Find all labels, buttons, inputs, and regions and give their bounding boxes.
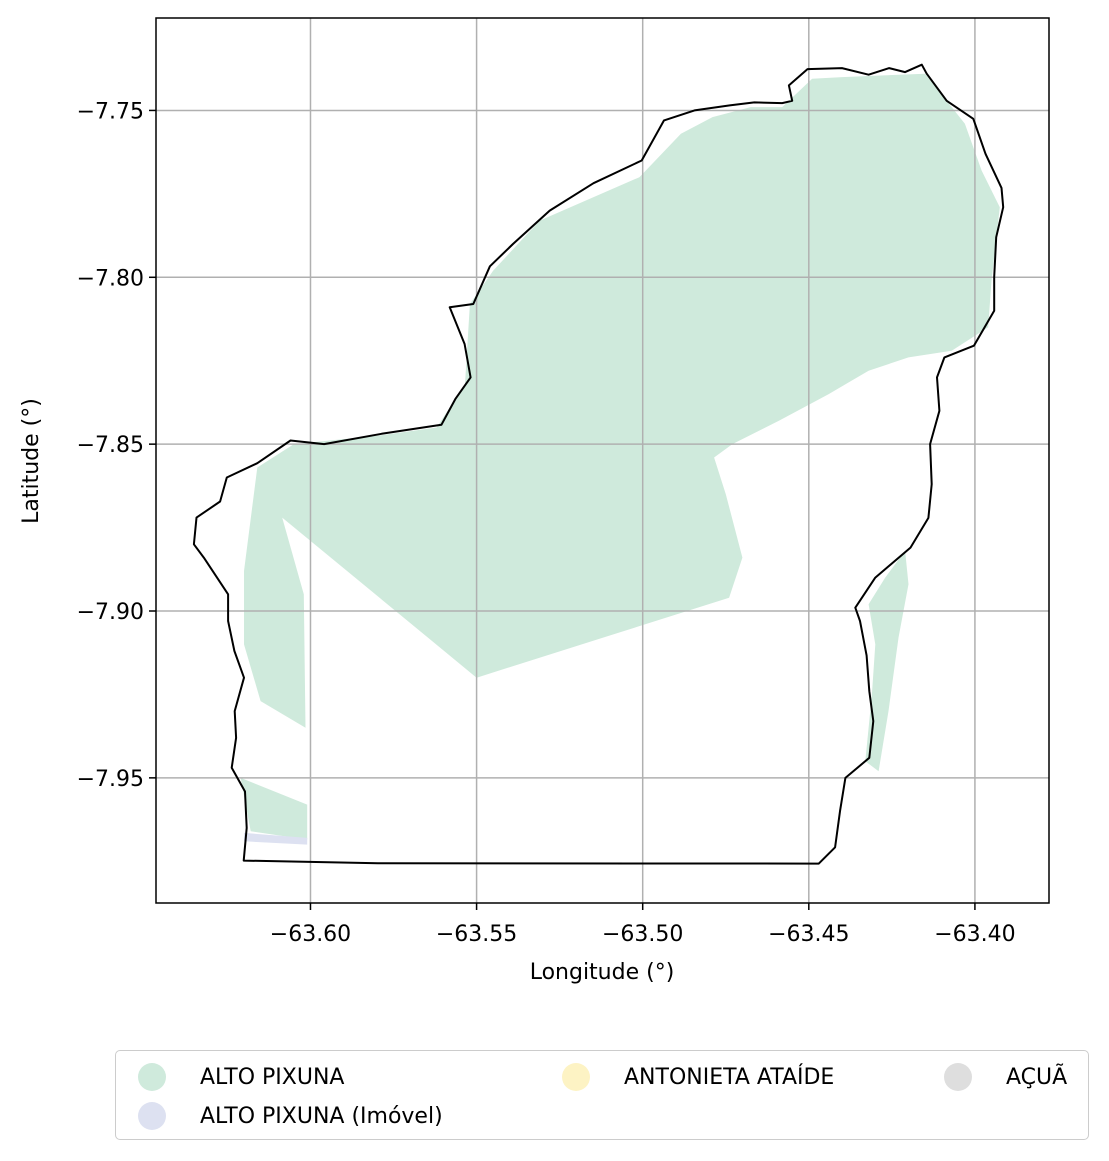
x-tick-label: −63.40 bbox=[934, 922, 1015, 947]
y-axis-ticks: −7.75 −7.80 −7.85 −7.90 −7.95 bbox=[77, 99, 156, 792]
y-tick-label: −7.80 bbox=[77, 266, 144, 291]
y-axis-label: Latitude (°) bbox=[19, 398, 44, 524]
legend-entry-acua: AÇUÃ bbox=[944, 1059, 1067, 1095]
municipality-boundary bbox=[192, 63, 1005, 865]
plot-frame bbox=[155, 17, 1050, 904]
legend-entry-alto-pixuna: ALTO PIXUNA bbox=[138, 1059, 344, 1095]
legend-marker-circle bbox=[562, 1063, 590, 1091]
alto-pixuna-east-strip bbox=[865, 550, 909, 772]
alto-pixuna-imovel-polygons bbox=[244, 832, 308, 845]
alto-pixuna-area bbox=[244, 73, 1000, 728]
y-tick-label: −7.90 bbox=[77, 600, 144, 625]
legend-label: AÇUÃ bbox=[1006, 1064, 1068, 1090]
legend-label: ANTONIETA ATAÍDE bbox=[624, 1064, 835, 1090]
legend-marker-circle bbox=[138, 1063, 166, 1091]
alto-pixuna-imovel-area bbox=[244, 832, 308, 845]
x-axis-ticks: −63.60 −63.55 −63.50 −63.45 −63.40 bbox=[270, 903, 1016, 947]
x-axis-label: Longitude (°) bbox=[530, 960, 675, 985]
map-figure: −63.60 −63.55 −63.50 −63.45 −63.40 −7.75 −7.8… bbox=[19, 17, 1050, 985]
legend-marker-circle bbox=[944, 1063, 972, 1091]
x-tick-label: −63.50 bbox=[602, 922, 683, 947]
legend-marker-circle bbox=[138, 1102, 166, 1130]
legend-entry-antonieta-ataide: ANTONIETA ATAÍDE bbox=[562, 1059, 834, 1095]
legend-entry-alto-pixuna-imovel: ALTO PIXUNA (Imóvel) bbox=[138, 1098, 443, 1134]
grid bbox=[156, 18, 1049, 903]
alto-pixuna-polygons bbox=[240, 73, 1000, 840]
y-tick-label: −7.95 bbox=[77, 767, 144, 792]
y-tick-label: −7.85 bbox=[77, 433, 144, 458]
legend: ALTO PIXUNA ALTO PIXUNA (Imóvel) ANTONIE… bbox=[115, 1050, 1089, 1140]
legend-label: ALTO PIXUNA bbox=[200, 1064, 345, 1090]
y-tick-label: −7.75 bbox=[77, 99, 144, 124]
x-tick-label: −63.55 bbox=[436, 922, 517, 947]
alto-pixuna-lower-area bbox=[240, 777, 308, 840]
legend-label: ALTO PIXUNA (Imóvel) bbox=[200, 1103, 443, 1129]
x-tick-label: −63.45 bbox=[768, 922, 849, 947]
x-tick-label: −63.60 bbox=[270, 922, 351, 947]
